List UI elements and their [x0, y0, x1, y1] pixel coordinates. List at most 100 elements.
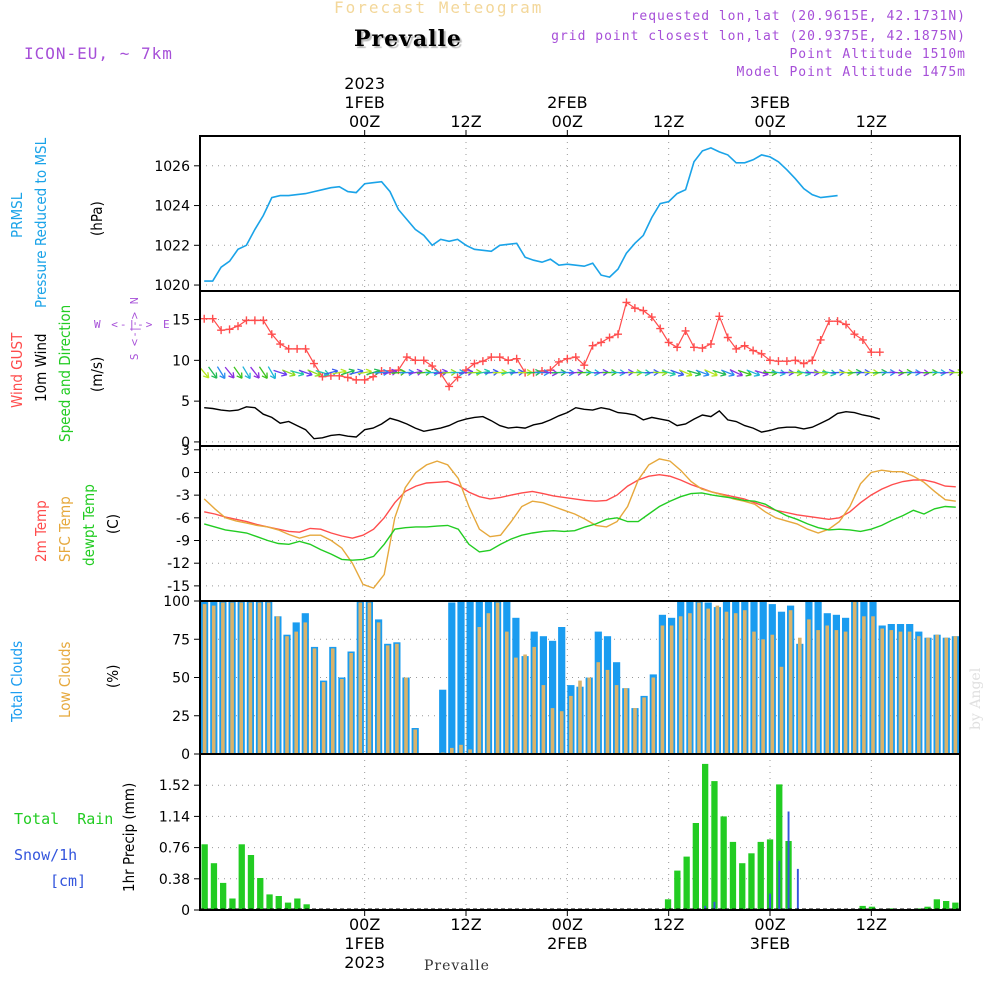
gust-marker — [580, 361, 589, 370]
y-tick-label: -9 — [176, 534, 190, 550]
gust-marker — [605, 333, 614, 342]
low-cloud-bar — [459, 744, 463, 754]
low-cloud-bar — [733, 613, 738, 754]
panel-frame — [199, 445, 961, 602]
sfc-temp-label: SFC Temp — [56, 496, 74, 562]
pressure-unit-label: (hPa) — [88, 201, 106, 236]
model-altitude: Model Point Altitude 1475m — [736, 65, 966, 80]
gust-marker — [774, 357, 783, 366]
chart-title-top: Forecast Meteogram — [334, 0, 544, 17]
gust-marker — [681, 326, 690, 335]
low-cloud-bar — [724, 611, 729, 754]
bottom-axis-label: 00Z — [754, 915, 785, 934]
y-tick-label: 0.76 — [159, 841, 190, 857]
bottom-axis-label: 00Z — [349, 915, 380, 934]
low-cloud-bar — [285, 636, 289, 754]
low-cloud-bar — [880, 628, 884, 754]
low-cloud-bar — [889, 630, 894, 754]
low-cloud-bar — [788, 610, 793, 754]
gust-marker — [343, 373, 352, 382]
gust-marker — [833, 317, 842, 326]
y-tick-label: -15 — [167, 579, 190, 595]
low-cloud-bar — [294, 631, 298, 754]
rain-bar — [674, 870, 681, 910]
low-cloud-bar — [514, 657, 518, 754]
top-axis-label: 2FEB — [547, 93, 587, 112]
gust-marker — [478, 357, 487, 366]
gust-marker — [850, 330, 859, 339]
low-cloud-bar — [752, 631, 756, 754]
gust-marker — [816, 335, 825, 344]
watermark: by Angel — [968, 667, 984, 730]
wind-direction-arrow — [250, 366, 260, 379]
total-cloud-bar — [549, 640, 557, 754]
total-cloud-bar — [466, 601, 474, 754]
gust-marker — [614, 330, 622, 339]
low-cloud-bar — [450, 747, 454, 754]
low-cloud-bar — [798, 637, 802, 754]
low-cloud-bar — [276, 616, 280, 754]
low-cloud-bar — [715, 605, 720, 754]
gust-marker — [867, 348, 876, 357]
sfc-temp-line — [203, 458, 956, 589]
gust-marker — [673, 343, 682, 352]
low-cloud-bar — [221, 602, 225, 754]
snow-bar — [704, 905, 707, 910]
wind-direction-arrow — [224, 366, 235, 379]
gust-marker — [757, 349, 766, 358]
gust-marker — [563, 354, 572, 363]
low-cloud-bar — [395, 643, 399, 754]
wind-direction-arrow — [242, 366, 251, 380]
low-cloud-bar — [843, 631, 848, 754]
rain-bar — [303, 904, 310, 910]
cloud-unit-label: (%) — [104, 664, 122, 688]
gust-marker — [293, 344, 302, 353]
rain-bar — [748, 853, 755, 910]
wind-direction-arrow — [216, 366, 226, 380]
bottom-axis-label: 2FEB — [547, 934, 587, 953]
model-label: ICON-EU, ~ 7km — [24, 44, 173, 63]
y-tick-label: -12 — [167, 556, 190, 572]
low-cloud-bar — [834, 630, 839, 754]
low-cloud-bar — [761, 639, 765, 755]
y-tick-label: 0 — [181, 465, 190, 481]
low-cloud-bar — [898, 631, 903, 754]
total-cloud-bar — [439, 689, 447, 754]
low-cloud-bar — [477, 627, 482, 754]
low-cloud-bar — [376, 622, 381, 754]
low-cloud-bar — [807, 619, 811, 754]
low-cloud-bar — [321, 682, 326, 754]
low-cloud-bar — [697, 602, 701, 754]
low-cloud-bar — [505, 631, 509, 754]
gust-marker — [360, 375, 369, 384]
gridpoint-coords: grid point closest lon,lat (20.9375E, 42… — [551, 29, 966, 44]
top-axis-label: 12Z — [856, 112, 887, 131]
low-cloud-bar — [230, 602, 234, 754]
low-cloud-bar — [331, 648, 335, 754]
low-cloud-bar — [211, 605, 216, 754]
t2m-label: 2m Temp — [32, 500, 50, 562]
panel-frame — [199, 290, 961, 447]
y-tick-label: 1022 — [154, 238, 190, 254]
y-tick-label: 50 — [172, 671, 190, 687]
rain-bar — [924, 906, 931, 910]
rain-bar — [702, 763, 709, 910]
low-cloud-bar — [358, 602, 363, 754]
wind-label: 10m Wind — [32, 333, 50, 403]
total-cloud-bar — [448, 602, 456, 754]
rain-bar — [201, 844, 208, 910]
gust-marker — [445, 382, 454, 391]
gust-marker — [411, 356, 420, 365]
rain-bar — [933, 899, 940, 910]
snow-bar — [796, 868, 799, 910]
gust-marker — [512, 354, 521, 363]
snow-bar — [769, 893, 771, 910]
temp-unit-label: (C) — [104, 514, 122, 534]
low-cloud-bar — [614, 685, 619, 754]
rain-bar — [739, 863, 746, 910]
wind-unit-label: (m/s) — [88, 356, 106, 392]
rain-bar — [729, 841, 737, 910]
bottom-axis-label: 00Z — [552, 915, 583, 934]
gust-marker — [208, 314, 217, 323]
y-tick-label: 100 — [163, 594, 190, 610]
